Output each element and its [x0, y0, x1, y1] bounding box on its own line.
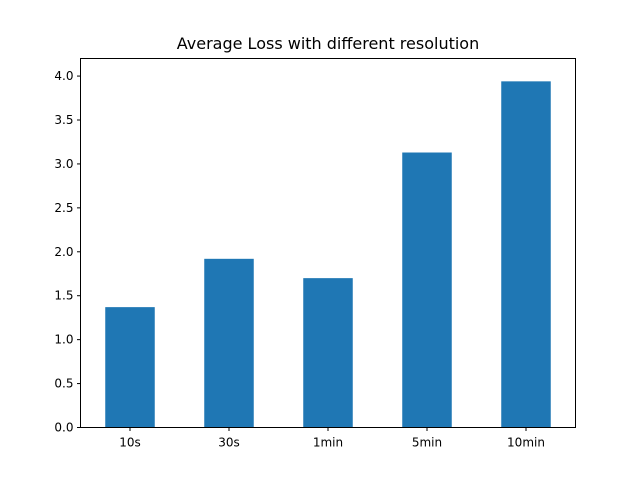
bar-10s: [105, 307, 155, 428]
y-tick-label: 4.0: [54, 69, 73, 83]
y-tick-label: 3.0: [54, 157, 73, 171]
x-tick-label: 5min: [412, 436, 442, 450]
x-tick-label: 30s: [218, 436, 240, 450]
plot-frame: [80, 58, 576, 428]
x-tick-label: 10min: [507, 436, 545, 450]
y-tick-label: 2.0: [54, 245, 73, 259]
y-tick-label: 1.0: [54, 333, 73, 347]
bar-5min: [402, 152, 452, 428]
x-tick-label: 1min: [313, 436, 343, 450]
bar-30s: [204, 258, 254, 428]
bar-10min: [501, 81, 551, 428]
x-axis: 10s 30s 1min 5min 10min: [119, 427, 545, 450]
y-tick-label: 2.5: [54, 201, 73, 215]
y-axis: 0.0 0.5 1.0 1.5 2.0 2.5 3.0 3.5 4.0: [54, 69, 81, 435]
chart-title: Average Loss with different resolution: [177, 34, 479, 53]
bar-1min: [303, 278, 353, 428]
bars-group: [105, 81, 551, 428]
y-tick-label: 1.5: [54, 289, 73, 303]
y-tick-label: 0.0: [54, 421, 73, 435]
y-tick-label: 3.5: [54, 113, 73, 127]
x-tick-label: 10s: [119, 436, 141, 450]
y-tick-label: 0.5: [54, 377, 73, 391]
